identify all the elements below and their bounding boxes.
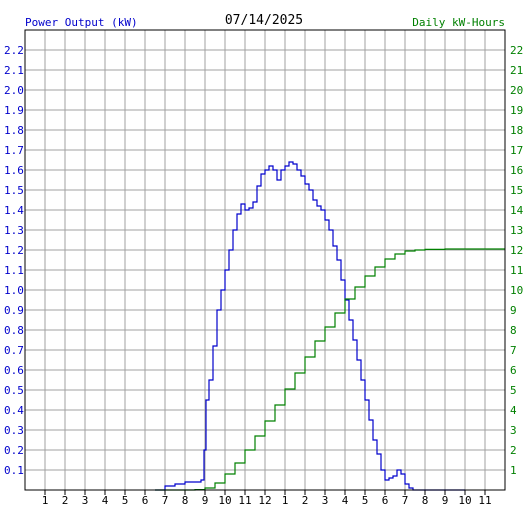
right-y-tick-label: 17 [510, 144, 523, 157]
right-y-tick-label: 9 [510, 304, 517, 317]
left-y-tick-label: 1.7 [4, 144, 24, 157]
x-tick-label: 4 [102, 494, 109, 507]
left-y-tick-label: 1.2 [4, 244, 24, 257]
left-y-tick-label: 1.4 [4, 204, 24, 217]
x-tick-label: 1 [42, 494, 49, 507]
x-tick-label: 9 [442, 494, 449, 507]
right-y-tick-label: 10 [510, 284, 523, 297]
left-y-tick-label: 0.6 [4, 364, 24, 377]
x-tick-label: 7 [162, 494, 169, 507]
x-tick-label: 3 [82, 494, 89, 507]
left-y-tick-label: 0.7 [4, 344, 24, 357]
x-tick-label: 2 [62, 494, 69, 507]
right-y-tick-label: 7 [510, 344, 517, 357]
right-y-tick-label: 13 [510, 224, 523, 237]
right-y-tick-label: 19 [510, 104, 523, 117]
x-tick-label: 1 [282, 494, 289, 507]
right-y-tick-label: 21 [510, 64, 523, 77]
x-tick-label: 11 [478, 494, 491, 507]
left-y-tick-label: 0.5 [4, 384, 24, 397]
x-tick-label: 2 [302, 494, 309, 507]
left-y-tick-label: 2.0 [4, 84, 24, 97]
left-y-tick-label: 0.3 [4, 424, 24, 437]
left-y-tick-label: 1.3 [4, 224, 24, 237]
x-tick-label: 12 [258, 494, 271, 507]
left-y-tick-label: 1.6 [4, 164, 24, 177]
series-lines [155, 161, 505, 491]
x-tick-label: 6 [382, 494, 389, 507]
x-tick-label: 8 [422, 494, 429, 507]
left-y-tick-label: 2.2 [4, 44, 24, 57]
left-y-tick-label: 0.4 [4, 404, 24, 417]
x-tick-label: 11 [238, 494, 251, 507]
left-y-tick-label: 1.0 [4, 284, 24, 297]
left-axis-title: Power Output (kW) [25, 16, 138, 29]
left-y-tick-label: 0.2 [4, 444, 24, 457]
left-y-tick-label: 1.9 [4, 104, 24, 117]
left-y-tick-label: 0.1 [4, 464, 24, 477]
right-y-tick-label: 14 [510, 204, 524, 217]
daily-kwh-line [155, 248, 505, 491]
right-y-tick-label: 12 [510, 244, 523, 257]
x-tick-label: 9 [202, 494, 209, 507]
x-tick-label: 10 [458, 494, 471, 507]
power-output-line [155, 161, 465, 491]
grid-lines [25, 30, 505, 495]
left-y-tick-labels: 0.1 0.2 0.3 0.4 0.5 0.6 0.7 0.8 0.9 1.0 1.1 1.2 1.3 1… [4, 44, 24, 477]
left-y-tick-label: 2.1 [4, 64, 24, 77]
x-tick-labels: 1 2 3 4 5 6 7 8 9 10 11 12 1 2 3 4 5 6 7 8 9 10 11 [42, 494, 492, 507]
left-y-tick-label: 0.9 [4, 304, 24, 317]
x-tick-label: 3 [322, 494, 329, 507]
right-y-tick-label: 22 [510, 44, 523, 57]
x-tick-label: 10 [218, 494, 231, 507]
left-y-tick-label: 1.5 [4, 184, 24, 197]
x-tick-label: 6 [142, 494, 149, 507]
right-y-tick-label: 20 [510, 84, 523, 97]
right-y-tick-label: 8 [510, 324, 517, 337]
right-y-tick-label: 4 [510, 404, 517, 417]
left-y-tick-label: 1.1 [4, 264, 24, 277]
x-tick-label: 7 [402, 494, 409, 507]
x-tick-label: 5 [362, 494, 369, 507]
right-y-tick-label: 3 [510, 424, 517, 437]
right-y-tick-label: 11 [510, 264, 523, 277]
right-axis-title: Daily kW-Hours [412, 16, 505, 29]
right-y-tick-label: 6 [510, 364, 517, 377]
right-y-tick-label: 18 [510, 124, 523, 137]
right-y-tick-label: 15 [510, 184, 523, 197]
right-y-tick-label: 16 [510, 164, 523, 177]
right-y-tick-label: 2 [510, 444, 517, 457]
plot-area-frame [24, 29, 506, 491]
left-y-tick-label: 0.8 [4, 324, 24, 337]
x-tick-label: 8 [182, 494, 189, 507]
x-tick-label: 4 [342, 494, 349, 507]
right-y-tick-label: 5 [510, 384, 517, 397]
x-tick-label: 5 [122, 494, 129, 507]
right-y-tick-label: 1 [510, 464, 517, 477]
left-y-tick-label: 1.8 [4, 124, 24, 137]
chart-date-title: 07/14/2025 [225, 13, 303, 28]
